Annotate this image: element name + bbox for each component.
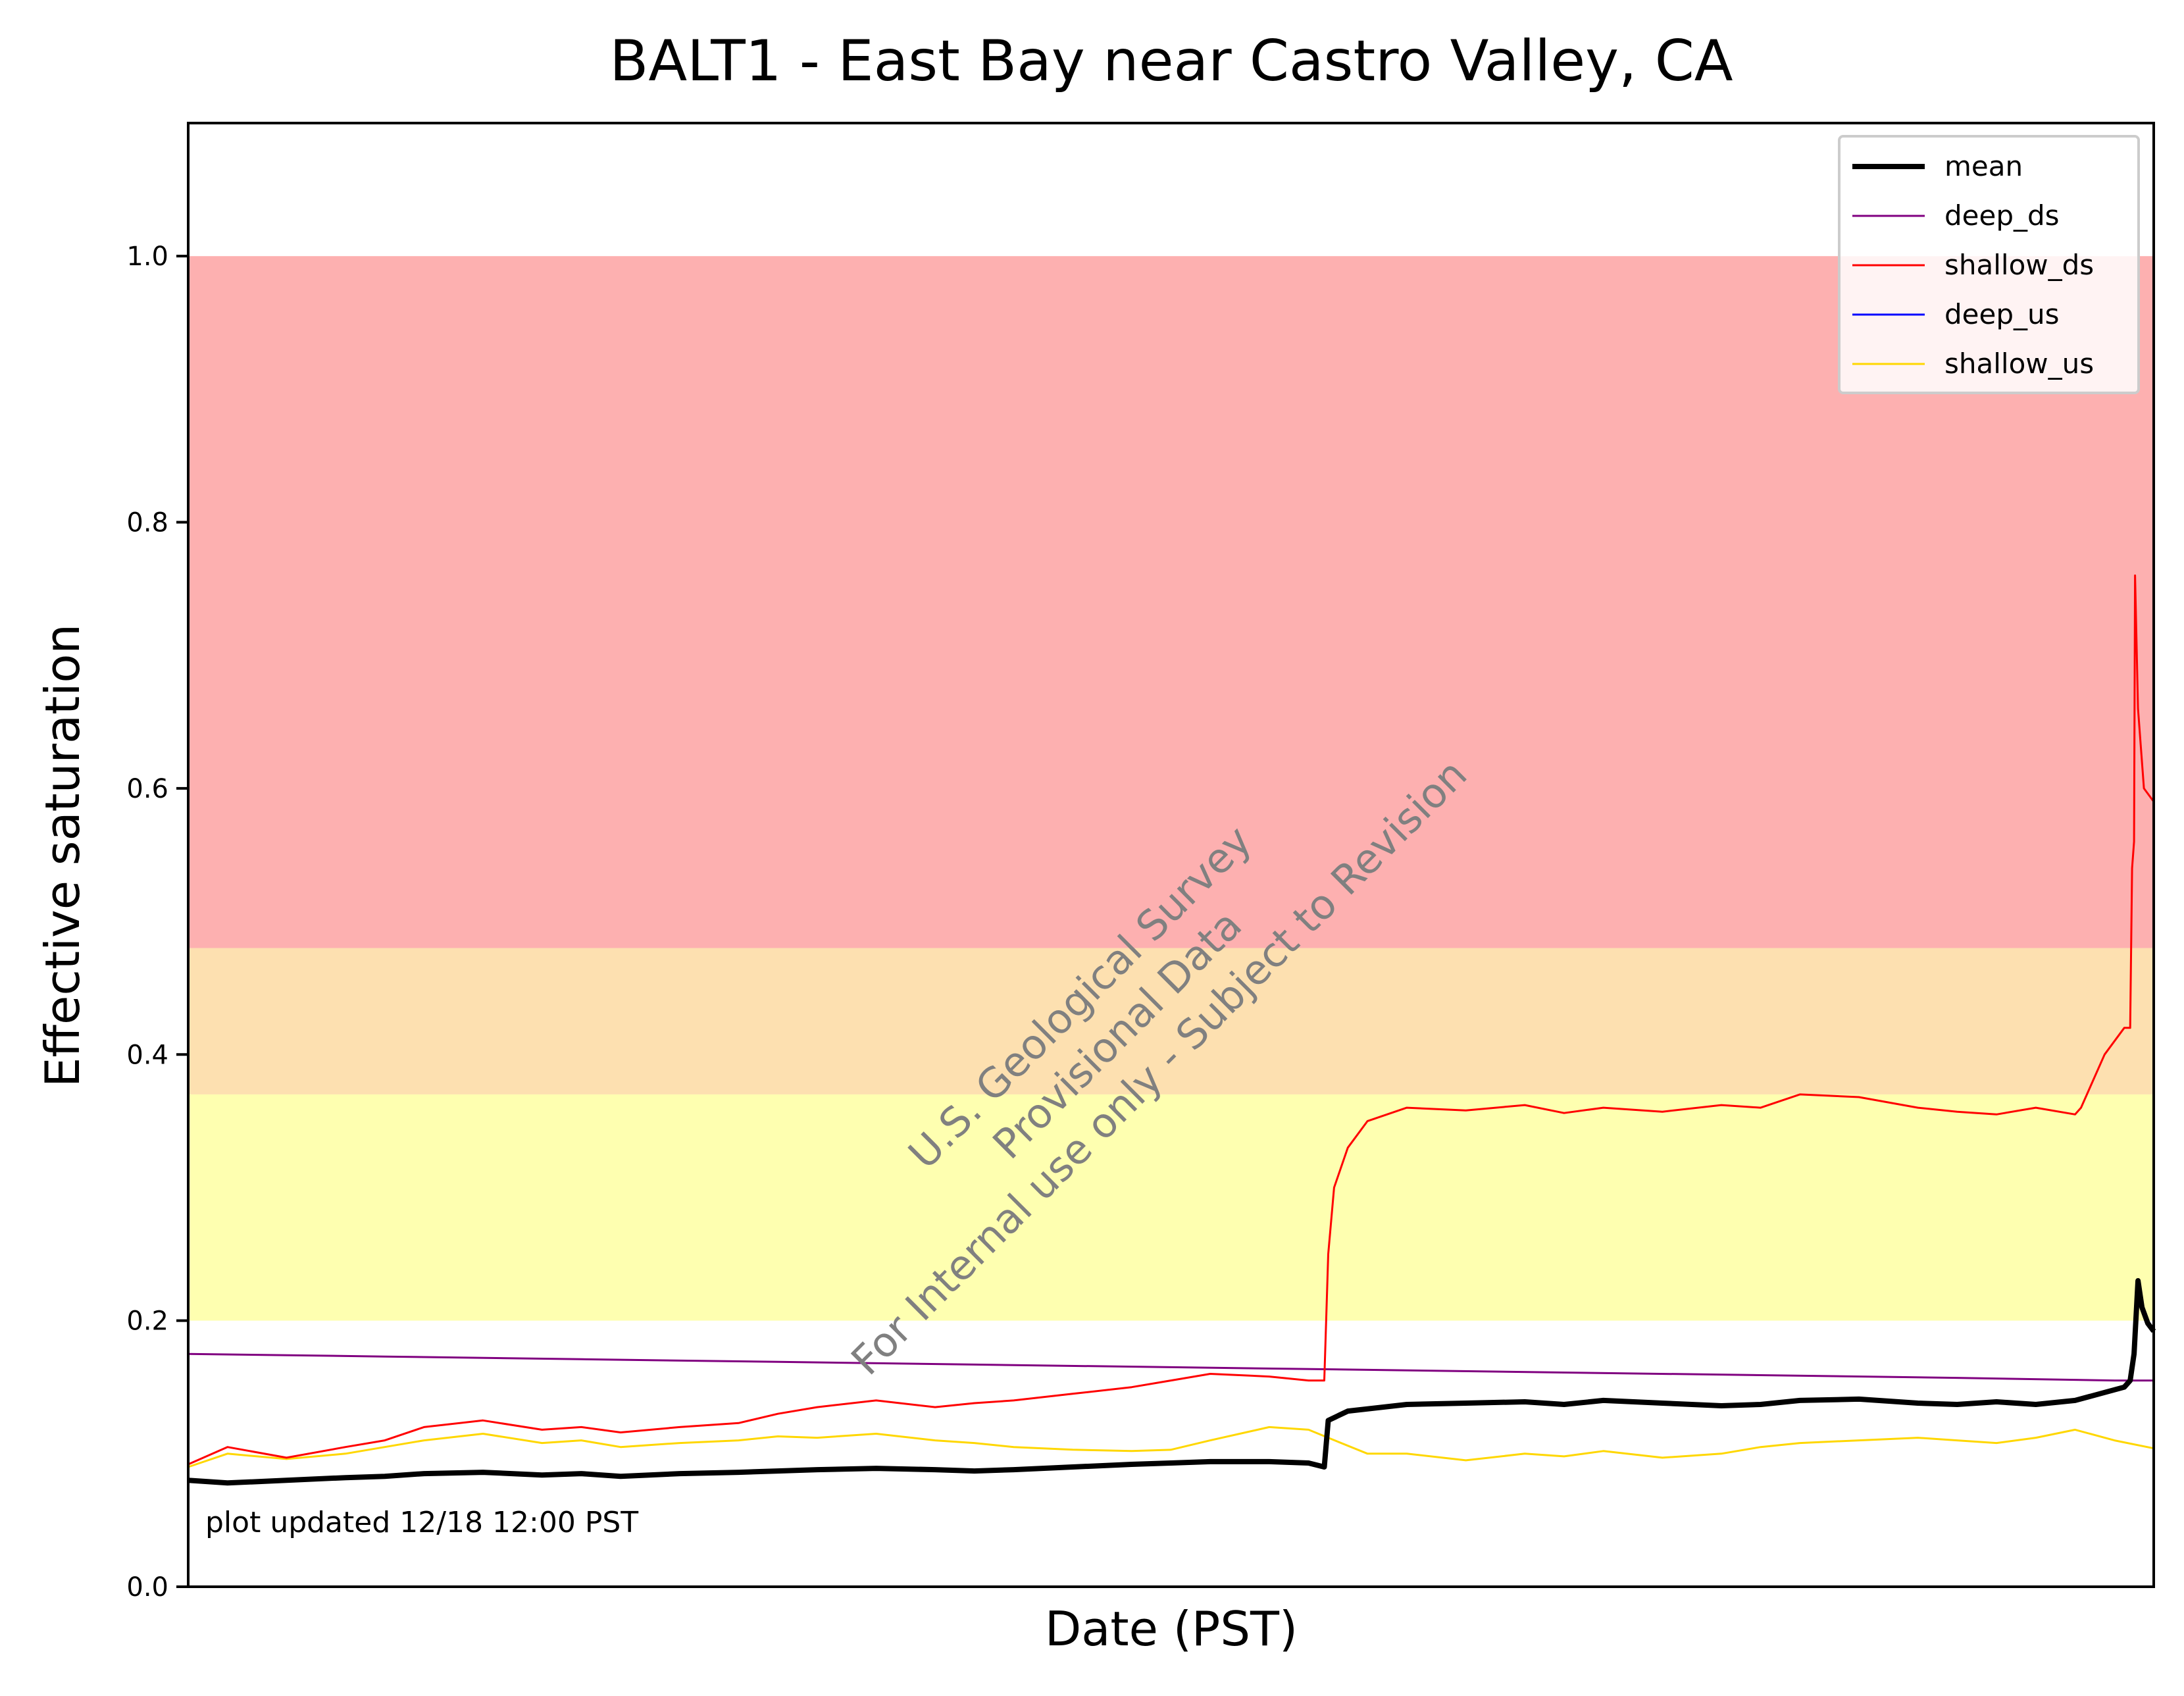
series-line-mean	[188, 1278, 2156, 1486]
series-line-shallow_us	[188, 1426, 2154, 1468]
y-tick-label: 1.0	[126, 242, 168, 272]
y-tick-label: 0.4	[126, 1040, 168, 1070]
y-axis-ticks: 0.0 0.2 0.4 0.6 0.8 1.0	[126, 242, 188, 1603]
plot-updated-annotation: plot updated 12/18 12:00 PST	[205, 1506, 638, 1539]
series-line-shallow_ds	[188, 574, 2155, 1466]
legend-items: mean deep_ds shallow_ds deep_us shallow_us	[1852, 150, 2094, 380]
legend-label-shallow_us: shallow_us	[1944, 347, 2094, 380]
series-lines	[188, 574, 2156, 1486]
legend-label-shallow_ds: shallow_ds	[1944, 249, 2094, 281]
x-axis-label: Date (PST)	[1045, 1601, 1298, 1657]
chart-title: BALT1 - East Bay near Castro Valley, CA	[609, 28, 1733, 94]
y-tick-label: 0.6	[126, 774, 168, 804]
axes-frame	[187, 122, 2155, 1588]
legend-label-deep_us: deep_us	[1944, 298, 2060, 330]
band-1	[188, 948, 2154, 1094]
series-line-deep_ds	[188, 1352, 2154, 1382]
saturation-bands	[188, 256, 2154, 1321]
y-tick-label: 0.0	[126, 1572, 168, 1603]
legend-label-deep_ds: deep_ds	[1944, 199, 2060, 232]
y-axis-label: Effective saturation	[35, 624, 90, 1087]
legend-label-mean: mean	[1944, 150, 2023, 182]
y-tick-label: 0.8	[126, 508, 168, 538]
legend-box	[1838, 135, 2140, 394]
y-tick-label: 0.2	[126, 1306, 168, 1337]
band-0	[188, 256, 2154, 948]
legend: mean deep_ds shallow_ds deep_us shallow_us	[1838, 135, 2140, 394]
band-2	[188, 1094, 2154, 1321]
